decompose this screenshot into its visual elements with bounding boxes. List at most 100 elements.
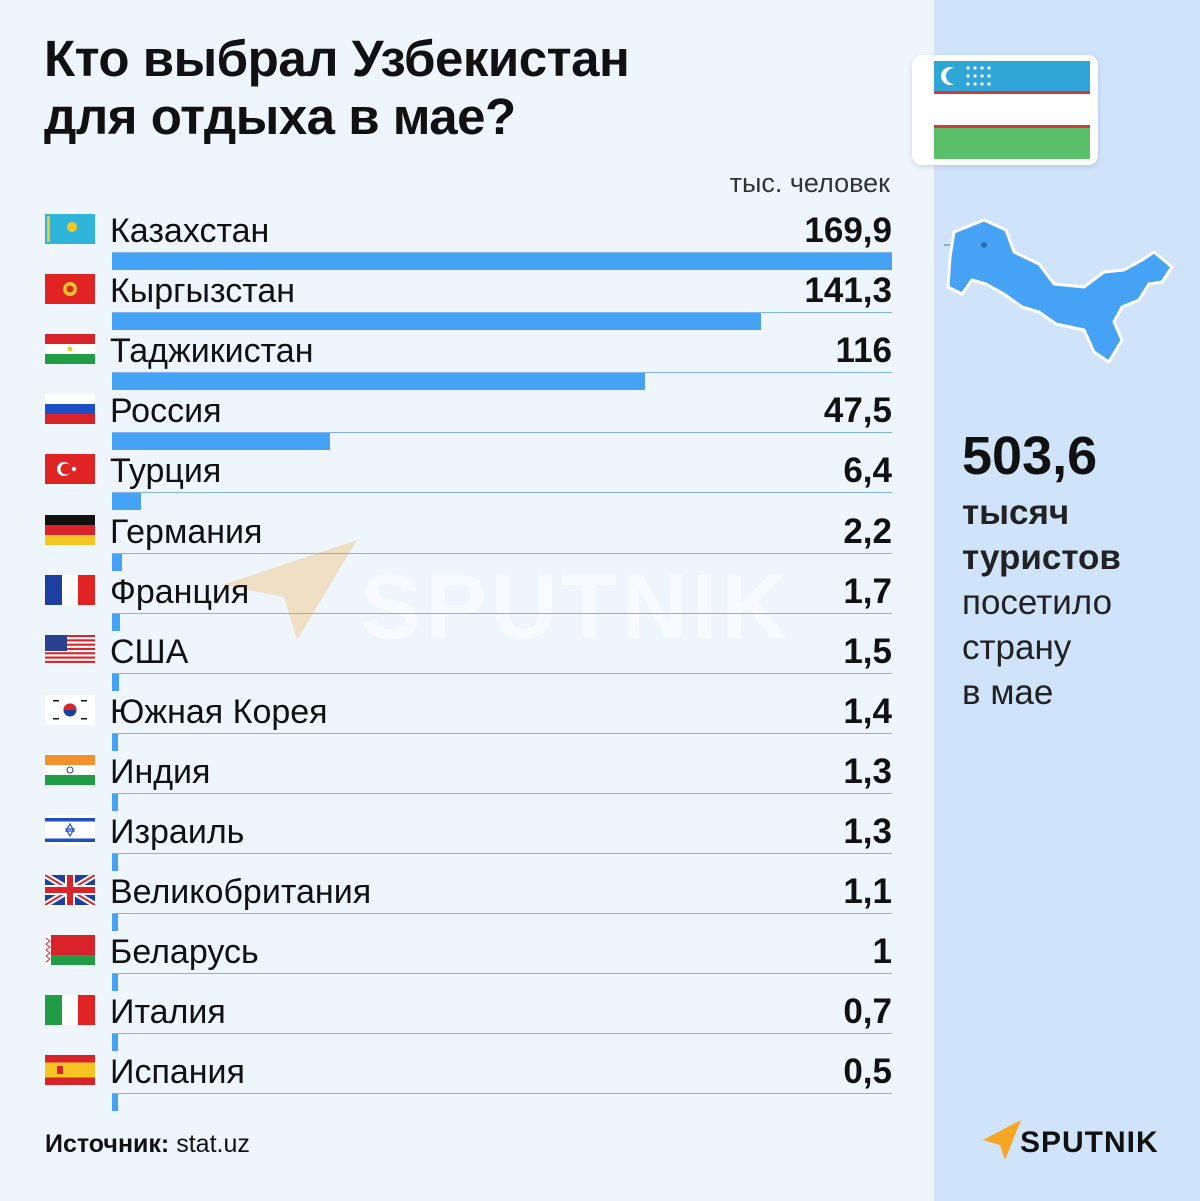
value-label: 1,7 [843, 571, 892, 611]
category-label: Израиль [110, 813, 245, 851]
bar [112, 854, 118, 871]
flag-it-icon [45, 995, 95, 1026]
value-label: 141,3 [804, 271, 892, 311]
value-label: 6,4 [843, 451, 892, 491]
value-label: 2,2 [843, 511, 892, 551]
row-baseline [112, 1093, 892, 1095]
row-baseline [112, 612, 892, 614]
value-label: 0,5 [843, 1052, 892, 1092]
title-line-1: Кто выбрал Узбекистан [44, 30, 630, 87]
value-label: 1,1 [843, 872, 892, 912]
value-label: 1,4 [843, 691, 892, 731]
total-caption-line-2: туристов [962, 538, 1121, 577]
bar [112, 974, 118, 992]
row-baseline [112, 492, 892, 494]
flag-de-icon [45, 514, 95, 545]
chart-row: Казахстан 169,9 [0, 210, 934, 270]
chart-row: США 1,5 [0, 631, 934, 691]
bar-chart: Казахстан 169,9 Кыргызстан 141,3 Таджикистан… [0, 210, 934, 1112]
brand-name: SPUTNIK [1020, 1126, 1159, 1159]
source-label: Источник: [45, 1130, 170, 1158]
title-line-2: для отдыха в мае? [44, 88, 516, 145]
row-baseline [112, 552, 892, 554]
bar [112, 613, 120, 631]
bar [112, 493, 142, 511]
chart-row: Германия 2,2 [0, 511, 934, 571]
chart-row: Италия 0,7 [0, 991, 934, 1052]
bar [112, 1094, 118, 1112]
chart-row: Беларусь 1 [0, 931, 934, 992]
chart-row: Россия 47,5 [0, 390, 934, 451]
row-baseline [112, 312, 892, 314]
summary-panel [934, 0, 1200, 1201]
category-label: Южная Корея [110, 692, 328, 731]
chart-row: Турция 6,4 [0, 450, 934, 511]
category-label: Турция [110, 452, 222, 491]
value-label: 1,3 [843, 812, 892, 851]
total-caption: тысяч туристов посетило страну в мае [962, 490, 1182, 715]
total-caption-line-5: в мае [962, 673, 1054, 712]
flag-us-icon [45, 634, 95, 665]
bar [112, 673, 119, 691]
flag-kr-icon [45, 694, 95, 725]
value-label: 0,7 [843, 992, 892, 1032]
flag-by-icon [45, 935, 95, 966]
chart-panel [0, 0, 934, 1201]
bar [112, 253, 892, 270]
category-label: Россия [110, 392, 222, 431]
uzbekistan-flag-icon [912, 55, 1098, 165]
chart-row: Великобритания 1,1 [0, 871, 934, 932]
bar [112, 793, 118, 811]
chart-row: Таджикистан 116 [0, 330, 934, 391]
chart-row: Индия 1,3 [0, 751, 934, 811]
category-label: Таджикистан [110, 332, 314, 371]
chart-row: Франция 1,7 [0, 571, 934, 631]
flag-ru-icon [45, 394, 95, 425]
row-baseline [112, 913, 892, 915]
category-label: Италия [110, 993, 226, 1032]
bar [112, 733, 119, 751]
flag-fr-icon [45, 574, 95, 605]
value-label: 1,3 [843, 751, 892, 791]
row-baseline [112, 372, 892, 374]
source-note: Источник: stat.uz [45, 1130, 250, 1159]
category-label: США [110, 632, 189, 671]
value-label: 116 [835, 331, 892, 371]
chart-row: Израиль 1,3 [0, 811, 934, 871]
category-label: Кыргызстан [110, 272, 296, 311]
flag-tj-icon [45, 334, 95, 365]
row-baseline [112, 853, 892, 854]
flag-kz-icon [45, 214, 95, 244]
bar [112, 1034, 118, 1052]
value-label: 47,5 [823, 391, 892, 431]
row-baseline [112, 732, 892, 734]
row-baseline [112, 252, 892, 253]
category-label: Великобритания [110, 873, 372, 912]
row-baseline [112, 973, 892, 975]
flag-il-icon [45, 815, 95, 845]
bar [112, 553, 123, 571]
flag-es-icon [45, 1055, 95, 1086]
flag-tr-icon [45, 454, 95, 485]
category-label: Испания [110, 1053, 245, 1092]
row-baseline [112, 672, 892, 674]
row-baseline [112, 792, 892, 794]
chart-row: Южная Корея 1,4 [0, 691, 934, 751]
total-caption-line-1: тысяч [962, 493, 1070, 532]
value-label: 1,5 [843, 631, 892, 671]
chart-row: Кыргызстан 141,3 [0, 270, 934, 331]
bar [112, 433, 331, 451]
watermark-arrow-icon [222, 540, 357, 640]
value-label: 1 [872, 932, 892, 972]
watermark: SPUTNIK [360, 556, 792, 658]
sputnik-logo-icon [983, 1120, 1021, 1160]
bar [112, 373, 645, 391]
flag-kg-icon [45, 274, 95, 305]
bar [112, 914, 118, 932]
row-baseline [112, 432, 892, 434]
flag-in-icon [45, 754, 95, 785]
uzbekistan-map-icon [944, 218, 1174, 364]
bar [112, 313, 761, 331]
category-label: Германия [110, 512, 263, 551]
page-title: Кто выбрал Узбекистан для отдыха в мае? [44, 30, 904, 146]
